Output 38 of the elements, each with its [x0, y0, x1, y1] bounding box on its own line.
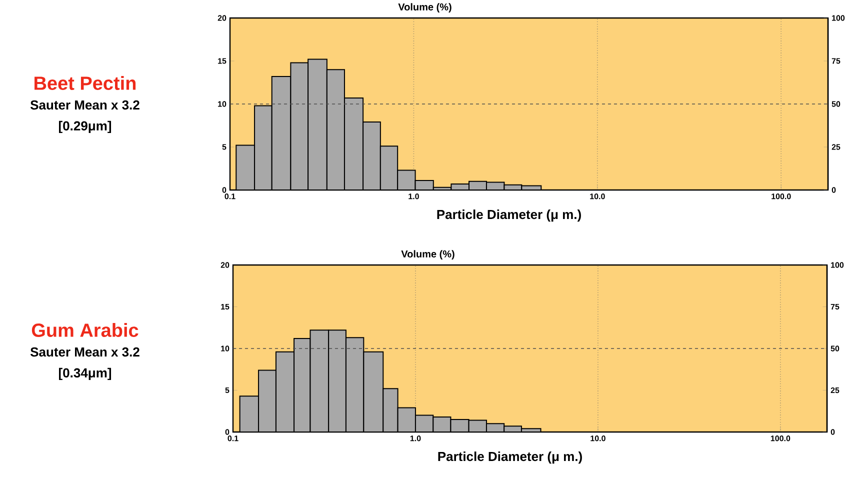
y-tick-label: 15	[218, 58, 226, 64]
x-tick-label: 0.1	[228, 436, 238, 442]
text: [0.29μm]	[59, 120, 112, 134]
y2-tick-label: 0	[832, 187, 836, 193]
y-axis-title: Volume (%)	[401, 250, 454, 260]
y2-tick-label: 25	[830, 387, 840, 394]
y2-tick-label: 25	[832, 144, 840, 150]
y-tick-label: 20	[218, 15, 226, 21]
y-tick-label: 15	[221, 304, 230, 310]
text: Sauter Mean x 3.2	[30, 100, 140, 110]
x-axis-title: Particle Diameter (μ m.)	[437, 210, 581, 222]
x-tick-label: 1.0	[408, 194, 419, 200]
x-tick-label: 10.0	[590, 194, 605, 200]
y-tick-label: 10	[221, 346, 230, 352]
x-tick-label: 100.0	[772, 194, 791, 200]
y-tick-label: 0	[225, 429, 230, 435]
y2-tick-label: 50	[830, 346, 840, 352]
x-axis-title: Particle Diameter (μ m.)	[438, 452, 582, 464]
y-axis-title: Volume (%)	[398, 3, 452, 12]
text: Gum Arabic	[32, 323, 138, 337]
y2-tick-label: 0	[830, 429, 835, 435]
y-tick-label: 20	[220, 262, 230, 268]
y-tick-label: 10	[218, 101, 226, 107]
x-tick-label: 10.0	[590, 436, 606, 442]
y2-tick-label: 100	[831, 262, 844, 268]
x-tick-label: 100.0	[770, 436, 790, 442]
y2-tick-label: 75	[832, 58, 840, 64]
text: Beet Pectin	[34, 76, 136, 90]
x-tick-label: 1.0	[410, 436, 421, 442]
text: [0.34μm]	[59, 368, 112, 380]
y2-tick-label: 100	[832, 15, 845, 21]
y2-tick-label: 75	[830, 304, 840, 310]
y-tick-label: 5	[222, 144, 226, 150]
y-tick-label: 0	[222, 187, 226, 193]
text: Sauter Mean x 3.2	[30, 347, 140, 357]
x-tick-label: 0.1	[224, 194, 236, 200]
y-tick-label: 5	[225, 387, 230, 394]
y2-tick-label: 50	[832, 101, 840, 107]
